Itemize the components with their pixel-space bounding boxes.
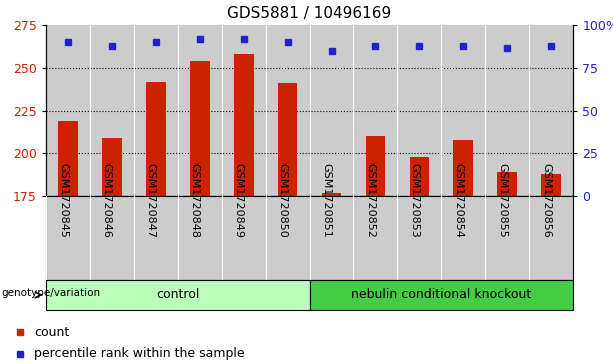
Text: GSM1720854: GSM1720854 bbox=[454, 163, 463, 238]
Bar bbox=[365, 136, 386, 196]
Bar bbox=[234, 54, 254, 196]
FancyBboxPatch shape bbox=[46, 280, 310, 310]
Text: GSM1720852: GSM1720852 bbox=[365, 163, 375, 238]
Bar bbox=[497, 172, 517, 196]
Text: GSM1720851: GSM1720851 bbox=[322, 163, 332, 237]
Text: GSM1720849: GSM1720849 bbox=[234, 163, 244, 238]
Bar bbox=[454, 140, 473, 196]
Text: genotype/variation: genotype/variation bbox=[1, 288, 100, 298]
Bar bbox=[541, 174, 561, 196]
Text: GSM1720845: GSM1720845 bbox=[58, 163, 68, 238]
Text: control: control bbox=[156, 289, 199, 301]
Bar bbox=[409, 157, 429, 196]
Text: GSM1720856: GSM1720856 bbox=[541, 163, 551, 237]
Bar bbox=[322, 193, 341, 196]
Text: GSM1720855: GSM1720855 bbox=[497, 163, 508, 237]
Bar bbox=[58, 121, 78, 196]
Text: GSM1720853: GSM1720853 bbox=[409, 163, 419, 237]
FancyBboxPatch shape bbox=[310, 280, 573, 310]
Text: GSM1720848: GSM1720848 bbox=[190, 163, 200, 238]
Title: GDS5881 / 10496169: GDS5881 / 10496169 bbox=[227, 7, 392, 21]
Text: GSM1720847: GSM1720847 bbox=[146, 163, 156, 238]
Bar bbox=[102, 138, 122, 196]
Bar bbox=[146, 82, 166, 196]
Bar bbox=[190, 61, 210, 196]
Bar bbox=[278, 83, 297, 196]
Text: percentile rank within the sample: percentile rank within the sample bbox=[34, 347, 245, 360]
FancyBboxPatch shape bbox=[46, 196, 573, 280]
Text: count: count bbox=[34, 326, 70, 339]
Text: GSM1720850: GSM1720850 bbox=[278, 163, 287, 237]
Text: GSM1720846: GSM1720846 bbox=[102, 163, 112, 238]
Text: nebulin conditional knockout: nebulin conditional knockout bbox=[351, 289, 531, 301]
